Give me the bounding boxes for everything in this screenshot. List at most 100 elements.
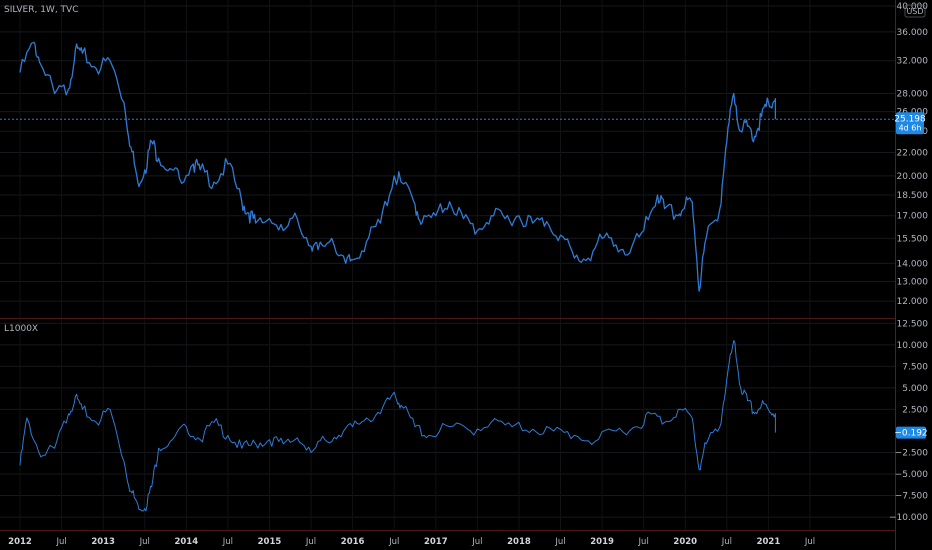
silver-price-point — [677, 215, 679, 217]
l1000x-point — [393, 391, 395, 393]
indicator-tick-label: 2.500 — [902, 405, 928, 415]
l1000x-point — [54, 447, 56, 449]
silver-price-point — [767, 101, 769, 103]
l1000x-point — [324, 439, 326, 441]
main-price-tick-label: 32.000 — [897, 57, 929, 67]
main-price-tick-label: 20.000 — [897, 172, 929, 182]
l1000x-point — [158, 447, 160, 449]
l1000x-point — [81, 408, 83, 410]
silver-price-point — [33, 41, 35, 43]
silver-price-point — [54, 93, 56, 95]
l1000x-point — [490, 421, 492, 423]
l1000x-point — [338, 434, 340, 436]
time-tick-label: Jul — [222, 537, 233, 547]
currency-badge-frame — [904, 4, 926, 18]
silver-price-point — [213, 181, 215, 183]
silver-price-point — [532, 222, 534, 224]
silver-price-point — [490, 215, 492, 217]
silver-price-point — [774, 118, 776, 120]
indicator-tick-label: −7.500 — [895, 492, 929, 502]
main-price-tick-label: 15.500 — [897, 234, 929, 244]
silver-price-point — [109, 60, 111, 62]
l1000x-point — [553, 430, 555, 432]
l1000x-point — [733, 340, 735, 342]
indicator-value-axis[interactable]: 12.500 10.000 7.500 5.000 2.500 −2.500 −5.000 −… — [889, 319, 928, 523]
silver-price-point — [754, 135, 756, 137]
l1000x-point — [747, 400, 749, 402]
indicator-badge-background — [896, 426, 926, 439]
indicator-title: L1000X — [4, 324, 38, 334]
time-tick-label: 2021 — [757, 537, 781, 547]
time-tick-label: Jul — [139, 537, 150, 547]
silver-price-point — [199, 169, 201, 171]
time-tick-label: Jul — [638, 537, 649, 547]
l1000x-point — [740, 387, 742, 389]
indicator-tick-label: 5.000 — [902, 384, 928, 394]
time-axis[interactable]: 2012 Jul 2013 Jul 2014 Jul 2015 Jul 2016 Jul 2017 J… — [8, 537, 815, 547]
silver-price-point — [393, 175, 395, 177]
main-price-tick-label: 18.500 — [897, 191, 929, 201]
l1000x-point — [636, 426, 638, 428]
l1000x-point — [698, 469, 700, 471]
main-pane[interactable] — [0, 41, 895, 292]
l1000x-point — [144, 508, 146, 510]
l1000x-point — [199, 439, 201, 441]
silver-price-point — [684, 204, 686, 206]
l1000x-point — [185, 426, 187, 428]
silver-price-point — [352, 259, 354, 261]
time-tick-label: 2020 — [673, 537, 697, 547]
silver-price-point — [345, 262, 347, 264]
silver-price-point — [546, 221, 548, 223]
l1000x-point — [650, 413, 652, 415]
time-tick-label: Jul — [305, 537, 316, 547]
l1000x-point — [241, 447, 243, 449]
l1000x-series-line — [19, 340, 776, 512]
silver-price-point — [657, 194, 659, 196]
l1000x-point — [26, 417, 28, 419]
silver-price-point — [40, 64, 42, 66]
indicator-tick-label: 7.500 — [902, 362, 928, 372]
time-tick-label: Jul — [804, 537, 815, 547]
silver-price-point — [587, 257, 589, 259]
bar-countdown: 4d 6h — [899, 123, 922, 132]
grid — [0, 0, 895, 530]
time-tick-label: 2015 — [258, 537, 282, 547]
l1000x-point — [615, 430, 617, 432]
silver-price-point — [643, 230, 645, 232]
silver-price-point — [476, 230, 478, 232]
silver-price-point — [774, 99, 776, 101]
silver-price-point — [435, 215, 437, 217]
l1000x-point — [74, 396, 76, 398]
silver-price-point — [282, 230, 284, 232]
l1000x-point — [719, 426, 721, 428]
l1000x-point — [213, 421, 215, 423]
silver-price-point — [366, 241, 368, 243]
silver-price-point — [705, 237, 707, 239]
silver-price-point — [137, 181, 139, 183]
silver-price-point — [421, 222, 423, 224]
silver-price-point — [296, 218, 298, 220]
indicator-tick-label: −10.000 — [889, 513, 928, 523]
main-price-tick-label: 22.000 — [897, 149, 929, 159]
l1000x-point — [449, 426, 451, 428]
l1000x-point — [137, 503, 139, 505]
silver-price-point — [414, 204, 416, 206]
currency-badge[interactable]: USD — [904, 4, 926, 18]
main-price-tick-label: 40.000 — [897, 2, 929, 12]
time-tick-label: Jul — [554, 537, 565, 547]
silver-price-point — [573, 257, 575, 259]
silver-price-point — [74, 49, 76, 51]
silver-price-point — [331, 237, 333, 239]
indicator-pane[interactable] — [19, 340, 776, 512]
l1000x-point — [366, 417, 368, 419]
l1000x-point — [691, 417, 693, 419]
l1000x-point — [296, 437, 298, 439]
silver-price-point — [123, 101, 125, 103]
l1000x-point — [414, 426, 416, 428]
l1000x-point — [428, 434, 430, 436]
indicator-tick-label: 10.000 — [897, 341, 929, 351]
l1000x-point — [282, 443, 284, 445]
